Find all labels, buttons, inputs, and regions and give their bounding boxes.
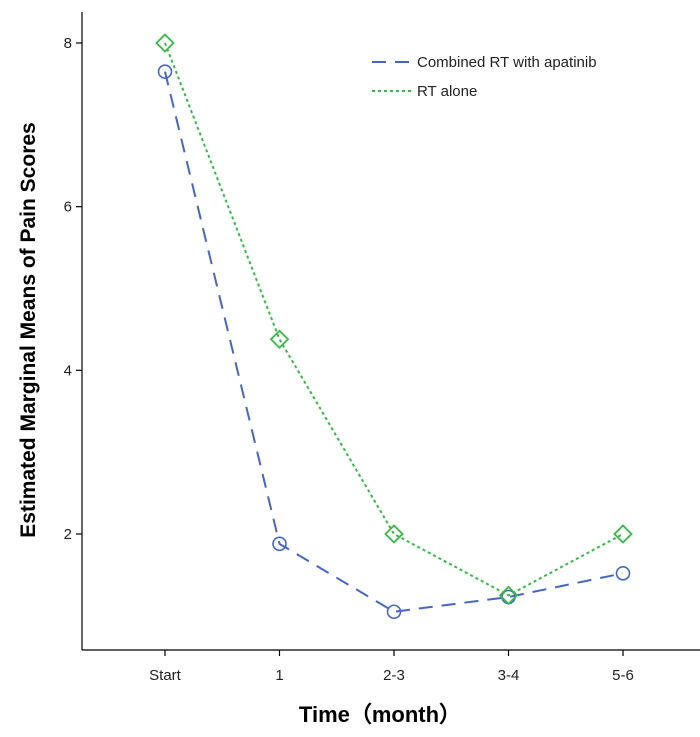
x-axis-title: Time（month） [299,702,461,727]
y-tick-label: 2 [64,526,72,543]
y-tick-label: 8 [64,35,72,52]
data-point [155,33,175,53]
data-point [272,536,287,552]
legend: Combined RT with apatinib RT alone [372,54,597,100]
y-axis-ticks: 2 4 6 8 [64,35,82,543]
x-tick-label: 1 [275,667,283,684]
x-tick-label: Start [149,667,182,684]
x-tick-label: 5-6 [612,667,634,684]
y-axis-title: Estimated Marginal Means of Pain Scores [17,122,40,537]
series-line [164,42,624,597]
series-combined-rt-apatinib [157,64,631,620]
legend-label: RT alone [417,83,477,100]
data-point [384,524,404,544]
series-line [164,71,624,613]
data-point [498,585,519,606]
data-point [613,524,633,544]
x-tick-label: 2-3 [383,667,405,684]
data-point [386,604,402,620]
legend-label: Combined RT with apatinib [417,54,597,71]
x-axis-ticks: Start 1 2-3 3-4 5-6 [149,650,634,684]
y-tick-label: 6 [64,199,72,216]
data-point [157,64,173,79]
data-point [269,329,290,350]
plot-area [81,12,700,651]
series-layer [155,33,633,620]
data-point [615,565,631,581]
y-tick-label: 4 [64,362,72,379]
x-tick-label: 3-4 [498,667,520,684]
series-rt-alone [155,33,633,606]
